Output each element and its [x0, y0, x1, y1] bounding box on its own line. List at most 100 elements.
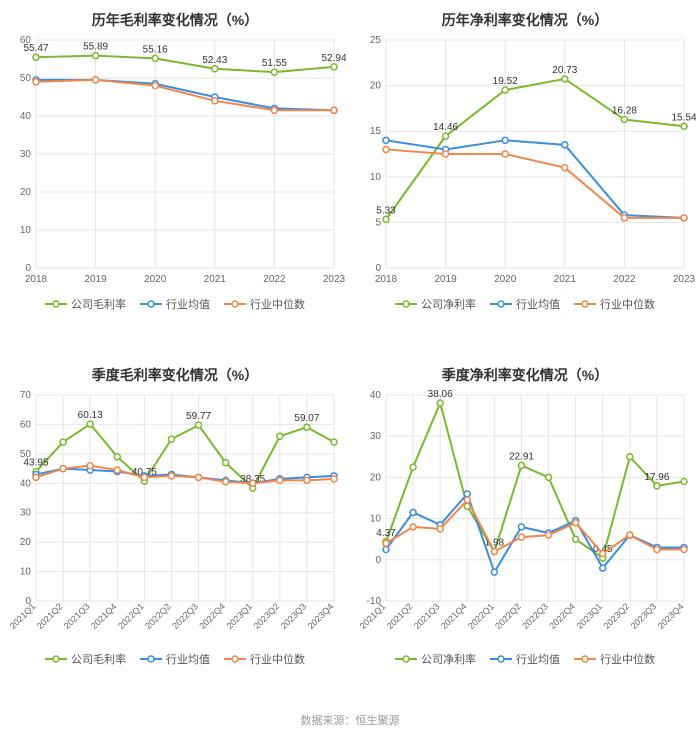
- legend-item-avg: 行业均值: [140, 296, 210, 312]
- svg-text:59.07: 59.07: [294, 413, 319, 424]
- svg-text:2022: 2022: [263, 274, 286, 285]
- legend-swatch-icon: [574, 654, 596, 664]
- svg-text:0: 0: [375, 263, 381, 274]
- legend-annual-gross: 公司毛利率行业均值 行业中位数: [4, 292, 346, 318]
- svg-text:50: 50: [20, 73, 32, 84]
- chart-grid: 历年毛利率变化情况（%） 010203040506020182019202020…: [0, 0, 700, 710]
- chart-title: 历年毛利率变化情况（%）: [4, 4, 346, 32]
- svg-text:25: 25: [370, 35, 382, 46]
- svg-text:2023Q2: 2023Q2: [252, 601, 282, 631]
- legend-label: 行业均值: [166, 651, 210, 667]
- legend-annual-net: 公司净利率 行业均值 行业中位数: [354, 292, 696, 318]
- plot-annual-gross: 010203040506020182019202020212022202355.…: [4, 32, 346, 292]
- legend-item-company: 公司净利率: [395, 296, 476, 312]
- svg-text:30: 30: [20, 149, 32, 160]
- legend-label: 行业中位数: [250, 296, 305, 312]
- legend-label: 公司净利率: [421, 296, 476, 312]
- svg-text:2018: 2018: [375, 274, 398, 285]
- svg-text:55.16: 55.16: [143, 44, 168, 55]
- legend-swatch-icon: [395, 299, 417, 309]
- legend-item-avg: 行业均值: [140, 651, 210, 667]
- svg-text:20.73: 20.73: [552, 65, 577, 76]
- svg-text:5.33: 5.33: [376, 205, 396, 216]
- legend-label: 公司毛利率: [71, 651, 126, 667]
- svg-text:20: 20: [20, 187, 32, 198]
- svg-text:2020: 2020: [494, 274, 517, 285]
- svg-text:2021Q3: 2021Q3: [412, 601, 442, 631]
- legend-item-company: 公司净利率: [395, 651, 476, 667]
- svg-text:16.28: 16.28: [612, 106, 637, 117]
- svg-text:2021Q4: 2021Q4: [89, 601, 119, 631]
- svg-text:52.43: 52.43: [202, 55, 227, 66]
- legend-label: 行业中位数: [600, 651, 655, 667]
- svg-text:2018: 2018: [25, 274, 48, 285]
- svg-text:2022Q2: 2022Q2: [493, 601, 523, 631]
- plot-quarter-gross: 0102030405060702021Q12021Q22021Q32021Q42…: [4, 387, 346, 647]
- svg-text:60.13: 60.13: [78, 410, 103, 421]
- svg-text:30: 30: [370, 431, 382, 442]
- svg-text:55.89: 55.89: [83, 42, 108, 53]
- svg-text:15: 15: [370, 126, 382, 137]
- svg-text:19.52: 19.52: [493, 76, 518, 87]
- legend-label: 公司净利率: [421, 651, 476, 667]
- legend-label: 公司毛利率: [71, 296, 126, 312]
- legend-item-company: 公司毛利率: [45, 651, 126, 667]
- svg-text:22.91: 22.91: [509, 451, 534, 462]
- svg-text:2021Q2: 2021Q2: [385, 601, 415, 631]
- svg-text:30: 30: [20, 508, 32, 519]
- svg-text:2021: 2021: [204, 274, 227, 285]
- data-source-footer: 数据来源：恒生聚源: [0, 710, 700, 728]
- svg-text:70: 70: [20, 390, 32, 401]
- svg-text:2022Q3: 2022Q3: [170, 601, 200, 631]
- svg-text:2022Q1: 2022Q1: [466, 601, 496, 631]
- legend-item-avg: 行业均值: [490, 651, 560, 667]
- legend-swatch-icon: [224, 299, 246, 309]
- chart-title: 季度净利率变化情况（%）: [354, 359, 696, 387]
- svg-text:5: 5: [375, 217, 381, 228]
- legend-label: 行业中位数: [600, 296, 655, 312]
- chart-title: 季度毛利率变化情况（%）: [4, 359, 346, 387]
- svg-text:2022Q1: 2022Q1: [116, 601, 146, 631]
- legend-swatch-icon: [395, 654, 417, 664]
- svg-text:2021Q4: 2021Q4: [439, 601, 469, 631]
- svg-text:2021Q2: 2021Q2: [35, 601, 65, 631]
- svg-text:2023Q3: 2023Q3: [279, 601, 309, 631]
- svg-text:43.95: 43.95: [23, 458, 48, 469]
- svg-text:2022Q2: 2022Q2: [143, 601, 173, 631]
- legend-item-median: 行业中位数: [574, 296, 655, 312]
- svg-text:59.77: 59.77: [186, 411, 211, 422]
- svg-text:60: 60: [20, 419, 32, 430]
- svg-text:2022Q4: 2022Q4: [547, 601, 577, 631]
- svg-text:38.06: 38.06: [428, 389, 453, 400]
- svg-text:0: 0: [375, 555, 381, 566]
- legend-swatch-icon: [140, 299, 162, 309]
- svg-text:2022: 2022: [613, 274, 636, 285]
- legend-swatch-icon: [140, 654, 162, 664]
- svg-text:17.96: 17.96: [644, 472, 669, 483]
- legend-swatch-icon: [490, 299, 512, 309]
- svg-text:52.94: 52.94: [321, 53, 346, 64]
- legend-item-median: 行业中位数: [574, 651, 655, 667]
- svg-text:55.47: 55.47: [23, 43, 48, 54]
- legend-label: 行业均值: [516, 296, 560, 312]
- svg-text:2021Q1: 2021Q1: [8, 601, 38, 631]
- svg-text:10: 10: [370, 514, 382, 525]
- svg-text:40: 40: [370, 390, 382, 401]
- svg-text:40: 40: [20, 111, 32, 122]
- svg-text:20: 20: [370, 81, 382, 92]
- legend-item-median: 行业中位数: [224, 296, 305, 312]
- legend-label: 行业中位数: [250, 651, 305, 667]
- legend-quarter-gross: 公司毛利率 行业均值 行业中位数: [4, 647, 346, 673]
- svg-text:20: 20: [370, 472, 382, 483]
- svg-text:10: 10: [370, 172, 382, 183]
- svg-text:2023: 2023: [323, 274, 346, 285]
- svg-text:2021Q3: 2021Q3: [62, 601, 92, 631]
- plot-annual-net: 05101520252018201920202021202220235.3314…: [354, 32, 696, 292]
- svg-text:40: 40: [20, 478, 32, 489]
- legend-swatch-icon: [490, 654, 512, 664]
- panel-quarter-net: 季度净利率变化情况（%） -100102030402021Q12021Q2202…: [350, 355, 700, 710]
- svg-text:2020: 2020: [144, 274, 167, 285]
- svg-text:4.37: 4.37: [376, 528, 396, 539]
- svg-text:14.46: 14.46: [433, 122, 458, 133]
- svg-text:15.54: 15.54: [671, 112, 696, 123]
